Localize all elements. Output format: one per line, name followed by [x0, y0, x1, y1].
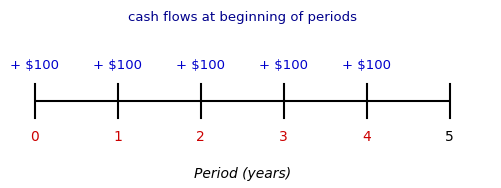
- Text: 2: 2: [196, 130, 205, 144]
- Text: 3: 3: [279, 130, 288, 144]
- Text: + $100: + $100: [11, 59, 60, 72]
- Text: 1: 1: [113, 130, 122, 144]
- Text: + $100: + $100: [176, 59, 225, 72]
- Text: Period (years): Period (years): [194, 167, 291, 181]
- Text: cash flows at beginning of periods: cash flows at beginning of periods: [128, 11, 357, 24]
- Text: + $100: + $100: [93, 59, 142, 72]
- Text: 0: 0: [31, 130, 39, 144]
- Text: 4: 4: [362, 130, 371, 144]
- Text: 5: 5: [445, 130, 454, 144]
- Text: + $100: + $100: [342, 59, 391, 72]
- Text: + $100: + $100: [259, 59, 308, 72]
